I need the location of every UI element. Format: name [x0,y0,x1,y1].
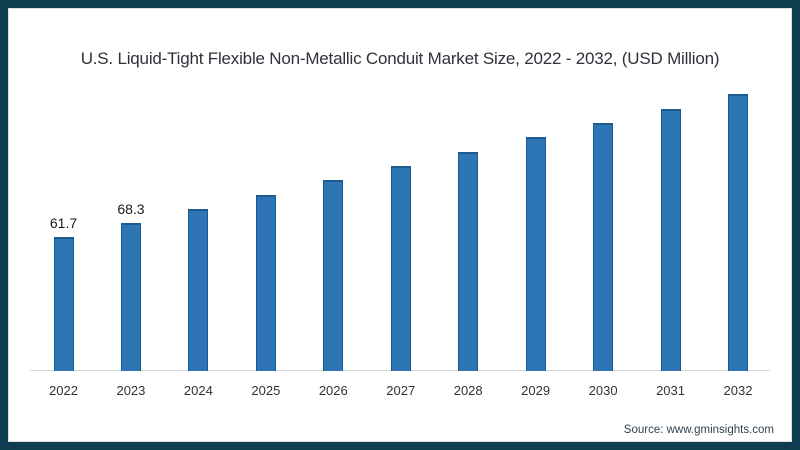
x-tick-2027: 2027 [386,383,416,398]
bar-2029 [525,137,546,371]
x-tick-2022: 2022 [49,383,78,398]
data-label-2022: 61.7 [49,215,78,231]
bar-2023 [120,223,141,371]
x-tick-2032: 2032 [723,383,753,398]
x-tick-2024: 2024 [183,383,213,398]
bar-2026 [323,180,344,371]
bar-2027 [390,166,411,371]
bar-2032 [728,94,748,371]
chart-title: U.S. Liquid-Tight Flexible Non-Metallic … [80,49,720,68]
bar-2024 [188,209,209,371]
source-attribution: Source: www.gminsights.com [623,424,774,436]
x-tick-2031: 2031 [656,383,685,398]
bar-2031 [660,109,681,371]
bar-2028 [458,152,479,371]
x-tick-2023: 2023 [116,383,146,398]
data-label-2023: 68.3 [117,201,145,217]
x-tick-2025: 2025 [251,383,281,398]
x-tick-2029: 2029 [521,383,551,398]
bar-2030 [593,123,614,371]
x-tick-2026: 2026 [318,383,348,398]
bar-2022 [53,237,74,371]
x-tick-2028: 2028 [453,383,483,398]
bar-2025 [255,195,276,371]
x-tick-2030: 2030 [588,383,618,398]
